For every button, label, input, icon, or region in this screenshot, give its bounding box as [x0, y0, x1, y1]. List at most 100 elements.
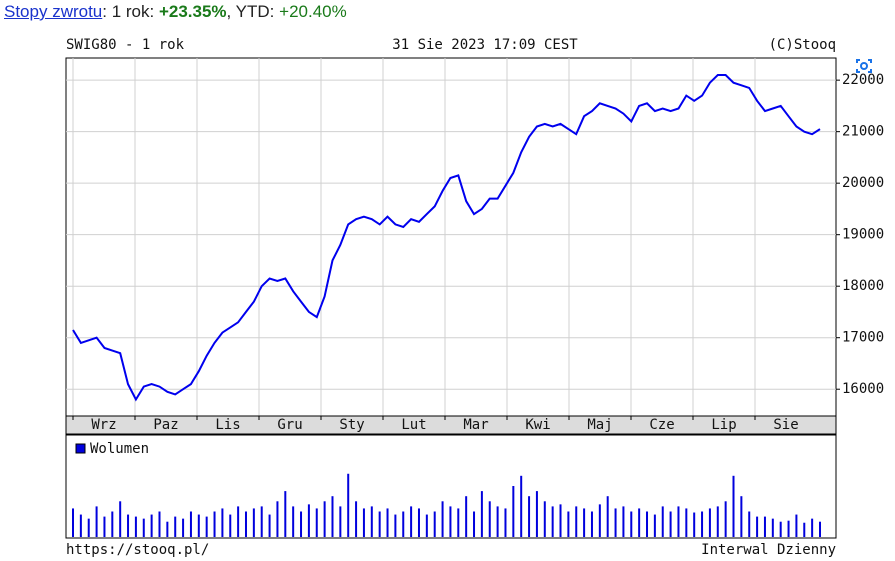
volume-bar [111, 511, 114, 537]
volume-bar [488, 501, 491, 537]
volume-bar [653, 514, 656, 537]
volume-bar [300, 511, 303, 537]
x-tick-label: Maj [587, 417, 612, 433]
volume-bar [520, 475, 523, 537]
volume-bar [142, 518, 145, 537]
volume-bar [677, 506, 680, 537]
volume-bar [315, 508, 318, 537]
volume-bar [583, 508, 586, 537]
volume-bar [119, 501, 122, 537]
volume-bar [724, 501, 727, 537]
volume-bar [693, 512, 696, 537]
volume-bar [819, 521, 821, 537]
volume-bar [174, 516, 177, 537]
x-tick-label: Wrz [91, 417, 116, 433]
volume-bar [213, 511, 216, 537]
volume-bar [103, 516, 106, 537]
volume-bar [551, 506, 554, 537]
month-bar [65, 415, 837, 435]
volume-bar [598, 504, 601, 537]
volume-bar [567, 511, 570, 537]
footer-right: Interwal Dzienny [701, 542, 836, 558]
x-tick-label: Sie [773, 417, 798, 433]
volume-bar [716, 506, 719, 537]
volume-bar [355, 501, 358, 537]
volume-bar [189, 511, 192, 537]
volume-bar [504, 508, 507, 537]
y-tick-label: 19000 [842, 227, 884, 243]
volume-bar [362, 508, 365, 537]
x-tick-label: Gru [277, 417, 302, 433]
volume-bar [512, 486, 515, 537]
returns-text: +23.35% [158, 2, 227, 21]
volume-bar [590, 511, 593, 537]
volume-bar [449, 506, 452, 537]
volume-bar [756, 516, 759, 537]
volume-bar [669, 511, 672, 537]
returns-text: , YTD: [226, 2, 280, 21]
volume-bar [795, 514, 798, 537]
volume-legend: Wolumen [90, 441, 149, 457]
footer-left: https://stooq.pl/ [66, 542, 209, 558]
volume-bar [559, 504, 562, 537]
volume-bar [252, 508, 255, 537]
volume-bar [237, 506, 240, 537]
chart-subtitle: 31 Sie 2023 17:09 CEST [392, 37, 578, 53]
chart-credit: (C)Stooq [769, 37, 836, 53]
volume-bar [473, 511, 476, 537]
y-tick-label: 20000 [842, 175, 884, 191]
volume-bar [150, 514, 153, 537]
y-tick-label: 16000 [842, 381, 884, 397]
volume-bar [528, 496, 531, 537]
volume-bar [182, 518, 185, 537]
volume-bar [229, 514, 232, 537]
x-tick-label: Lis [215, 417, 240, 433]
volume-bar [197, 514, 200, 537]
volume-bar [158, 511, 161, 537]
x-tick-label: Mar [463, 417, 488, 433]
x-tick-label: Lip [711, 417, 736, 433]
volume-bar [72, 508, 74, 537]
x-tick-label: Paz [153, 417, 178, 433]
volume-bar [433, 511, 436, 537]
x-tick-label: Sty [339, 417, 364, 433]
volume-bar [276, 501, 279, 537]
y-tick-label: 22000 [842, 72, 884, 88]
volume-bar [331, 496, 334, 537]
grid [66, 58, 836, 416]
volume-bar [661, 506, 664, 537]
volume-bar [79, 514, 82, 537]
volume-bar [134, 516, 137, 537]
volume-bar [763, 516, 766, 537]
returns-text: +20.40% [279, 2, 347, 21]
volume-bar [630, 511, 633, 537]
volume-bar [685, 508, 688, 537]
plot-frame [65, 57, 837, 417]
volume-bar [480, 491, 483, 537]
volume-bar [535, 491, 538, 537]
volume-bar [457, 508, 460, 537]
volume-bar [543, 501, 546, 537]
volume-bar [575, 506, 578, 537]
y-tick-label: 18000 [842, 278, 884, 294]
volume-bar [622, 506, 625, 537]
volume-bar [646, 511, 649, 537]
volume-bar [417, 508, 420, 537]
returns-link[interactable]: Stopy zwrotu [4, 2, 103, 21]
volume-bar [606, 496, 609, 537]
lens-icon[interactable] [850, 52, 878, 80]
volume-bar [307, 504, 310, 537]
volume-bar [87, 518, 90, 537]
returns-text: : 1 rok: [102, 2, 159, 21]
volume-legend-swatch [75, 443, 86, 454]
volume-bar [740, 496, 743, 537]
price-line [72, 74, 821, 402]
volume-bar [779, 521, 782, 537]
volume-bar [771, 518, 774, 537]
volume-bar [347, 473, 350, 537]
volume-bar [221, 508, 224, 537]
volume-bar [205, 516, 208, 537]
volume-bar [244, 511, 247, 537]
